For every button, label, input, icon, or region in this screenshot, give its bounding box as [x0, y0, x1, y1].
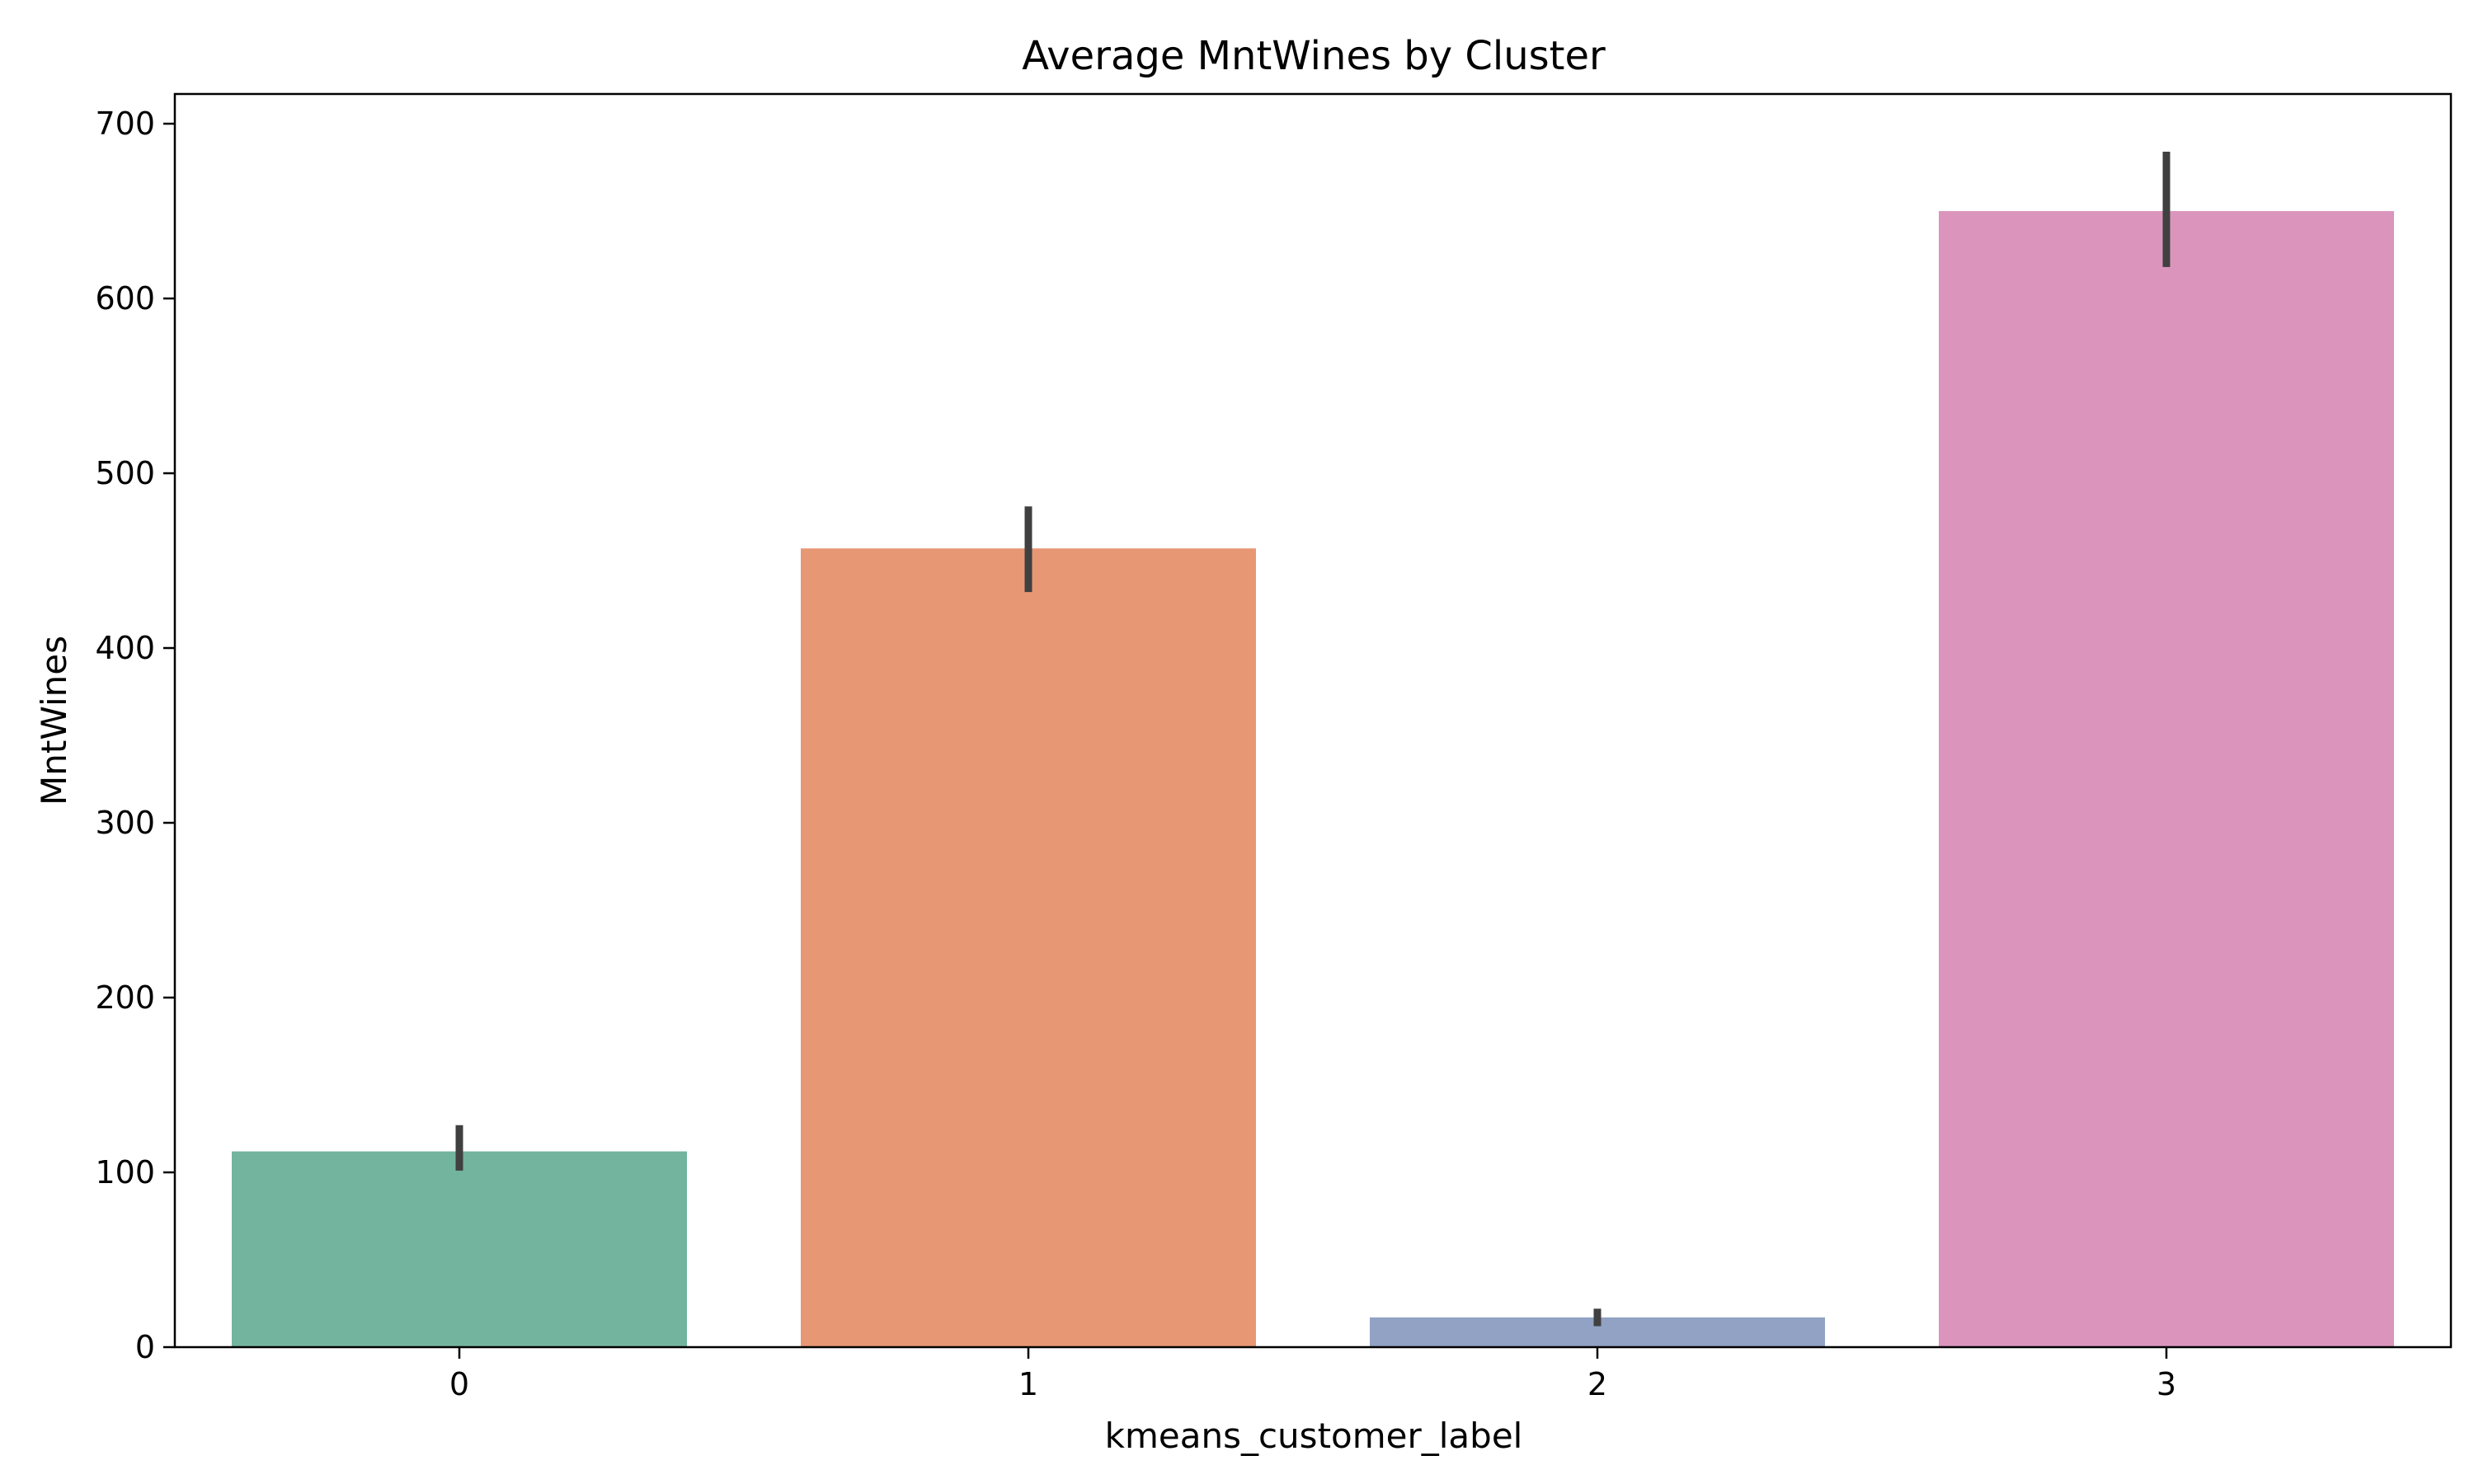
x-axis-label: kmeans_customer_label: [1105, 1416, 1523, 1456]
y-tick-label-100: 100: [95, 1154, 155, 1190]
x-tick-label-3: 3: [2157, 1366, 2176, 1402]
y-tick-label-600: 600: [95, 280, 155, 317]
bar-3: [1939, 211, 2394, 1347]
y-tick-label-700: 700: [95, 106, 155, 142]
y-tick-label-0: 0: [135, 1329, 155, 1365]
y-tick-label-500: 500: [95, 455, 155, 491]
x-tick-label-2: 2: [1587, 1366, 1607, 1402]
y-axis-label: MntWines: [34, 636, 74, 805]
chart-title: Average MntWines by Cluster: [1022, 33, 1606, 79]
error-bars-group: [455, 151, 2171, 1327]
y-tick-label-400: 400: [95, 630, 155, 666]
plot-frame: [173, 92, 2453, 1349]
y-axis: 0 100 200 300 400 500 600 700: [95, 106, 175, 1365]
bar-1: [801, 548, 1256, 1347]
y-tick-label-200: 200: [95, 979, 155, 1016]
bars-group: [232, 211, 2394, 1347]
x-tick-label-1: 1: [1018, 1366, 1038, 1402]
bar-0: [232, 1151, 687, 1347]
y-tick-label-300: 300: [95, 805, 155, 841]
x-axis: 0 1 2 3: [449, 1347, 2176, 1402]
x-tick-label-0: 0: [449, 1366, 469, 1402]
